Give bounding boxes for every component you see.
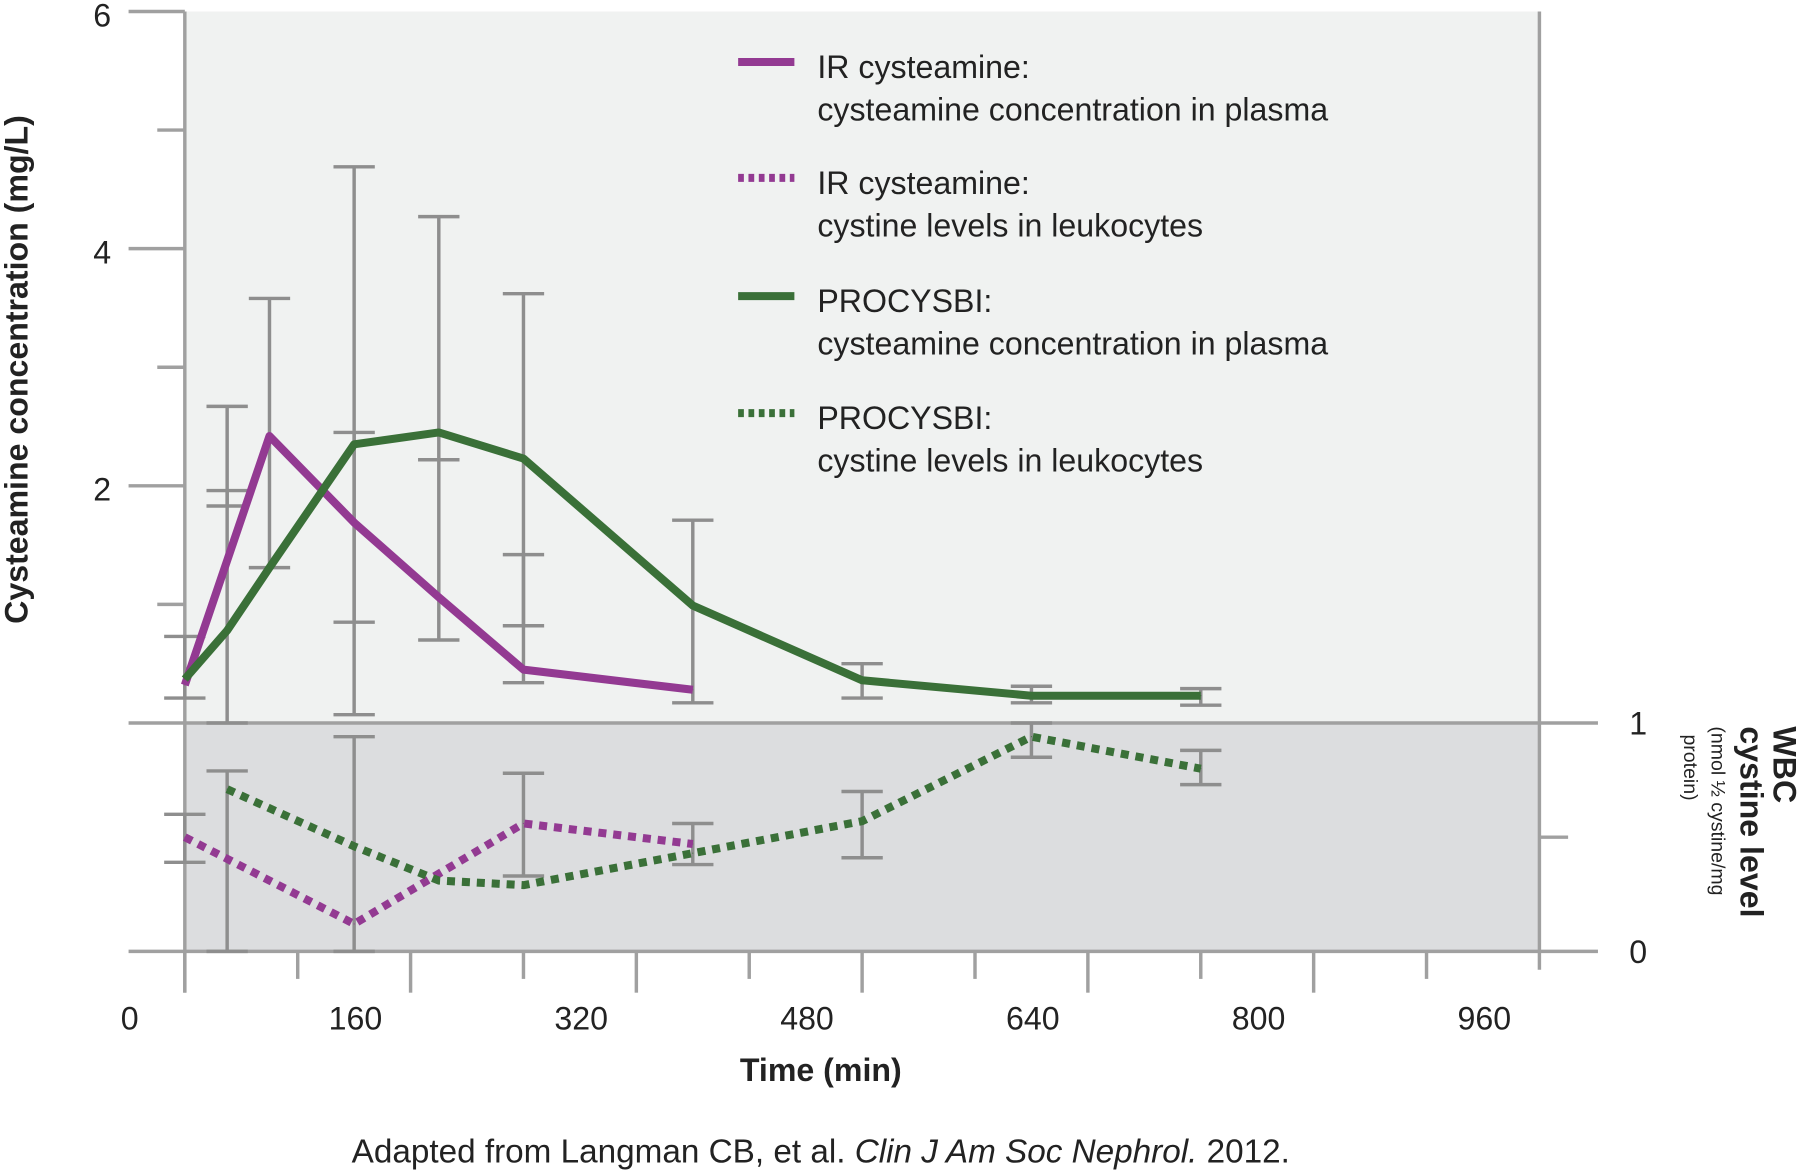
data-point xyxy=(438,431,440,434)
x-tick-label: 960 xyxy=(1458,1000,1512,1036)
y-right-tick-label: 0 xyxy=(1629,934,1647,970)
data-point xyxy=(692,852,694,854)
data-point xyxy=(1200,695,1202,697)
legend-entry: IR cysteamine: cystine levels in leukocyt… xyxy=(738,165,1203,243)
series-lines xyxy=(181,428,1202,928)
data-point xyxy=(268,435,271,437)
y-axis-right-title-line1: WBC xyxy=(1767,726,1800,803)
error-bar xyxy=(672,518,714,705)
upper-panel-background xyxy=(184,11,1540,723)
error-bar xyxy=(206,488,248,508)
data-point xyxy=(184,678,186,680)
x-tick-label: 160 xyxy=(329,1000,383,1036)
x-tick-label: 320 xyxy=(554,1000,608,1036)
y-left-tick-label: 6 xyxy=(93,0,111,33)
caption-suffix: 2012. xyxy=(1197,1134,1290,1171)
data-point xyxy=(1030,695,1033,697)
series-line-1 xyxy=(182,819,694,928)
data-point xyxy=(1030,736,1033,738)
data-point xyxy=(861,820,863,822)
series-line-2 xyxy=(181,428,1201,700)
x-axis-title: Time (min) xyxy=(740,1052,902,1088)
legend-entry: IR cysteamine: cysteamine concentration i… xyxy=(738,49,1328,127)
x-tick-label: 640 xyxy=(1006,1000,1060,1036)
x-tick-label: 0 xyxy=(121,1000,139,1036)
data-point xyxy=(522,884,525,886)
error-bar xyxy=(418,214,460,642)
legend-label: cystine levels in leukocytes xyxy=(817,207,1203,243)
data-point xyxy=(353,522,355,524)
series-line-3 xyxy=(225,732,1202,890)
data-point xyxy=(268,567,271,569)
data-point xyxy=(692,605,694,607)
data-point xyxy=(353,845,355,847)
y-left-tick-label: 2 xyxy=(93,472,111,508)
legend-label: cysteamine concentration in plasma xyxy=(817,326,1328,362)
data-point xyxy=(692,689,694,691)
legend-entry: PROCYSBI: cysteamine concentration in pla… xyxy=(738,283,1328,362)
legend-label: cystine levels in leukocytes xyxy=(817,443,1203,479)
series-line-0 xyxy=(181,431,694,694)
y-axis-right-title: WBC cystine level (nmol ½ cystine/mg pro… xyxy=(1679,726,1800,917)
legend-label: IR cysteamine: xyxy=(817,165,1029,201)
x-tick-label: 800 xyxy=(1232,1000,1286,1036)
y-axis-right-title-line2: cystine level xyxy=(1733,726,1769,917)
data-point xyxy=(438,596,440,598)
caption-prefix: Adapted from Langman CB, et al. xyxy=(352,1134,855,1171)
data-point xyxy=(184,684,186,686)
data-point xyxy=(861,679,863,681)
error-bar xyxy=(502,552,545,628)
y-right-tick-label: 1 xyxy=(1629,705,1647,741)
legend-entry: PROCYSBI: cystine levels in leukocytes xyxy=(738,400,1203,479)
data-point xyxy=(353,443,355,445)
source-caption: Adapted from Langman CB, et al. Clin J A… xyxy=(352,1134,1290,1171)
y-axis-right-title-line4: protein) xyxy=(1679,734,1701,800)
data-point xyxy=(692,843,694,845)
error-bar xyxy=(502,771,545,878)
x-tick-label: 480 xyxy=(780,1000,834,1036)
legend-label: IR cysteamine: xyxy=(817,49,1029,85)
legend-label: PROCYSBI: xyxy=(817,283,992,319)
axes: 2 4 6 0 1 0 160 320 480 640 800 960 xyxy=(93,0,1647,1036)
y-axis-right-title-line3: (nmol ½ cystine/mg xyxy=(1707,726,1729,895)
data-point xyxy=(522,457,525,460)
data-point xyxy=(353,923,355,925)
data-point xyxy=(438,879,440,882)
data-point xyxy=(522,669,525,671)
legend-label: cysteamine concentration in plasma xyxy=(817,92,1328,128)
data-point xyxy=(522,822,525,825)
data-point xyxy=(226,788,228,790)
legend-label: PROCYSBI: xyxy=(817,400,992,436)
y-left-tick-label: 4 xyxy=(93,235,111,271)
error-bar xyxy=(1010,721,1053,759)
data-point xyxy=(184,836,186,838)
caption-journal: Clin J Am Soc Nephrol. xyxy=(855,1134,1198,1171)
legend: IR cysteamine: cysteamine concentration i… xyxy=(738,49,1328,479)
y-axis-left-title: Cysteamine concentration (mg/L) xyxy=(0,115,35,624)
data-point xyxy=(226,629,228,632)
data-point xyxy=(1200,768,1202,770)
